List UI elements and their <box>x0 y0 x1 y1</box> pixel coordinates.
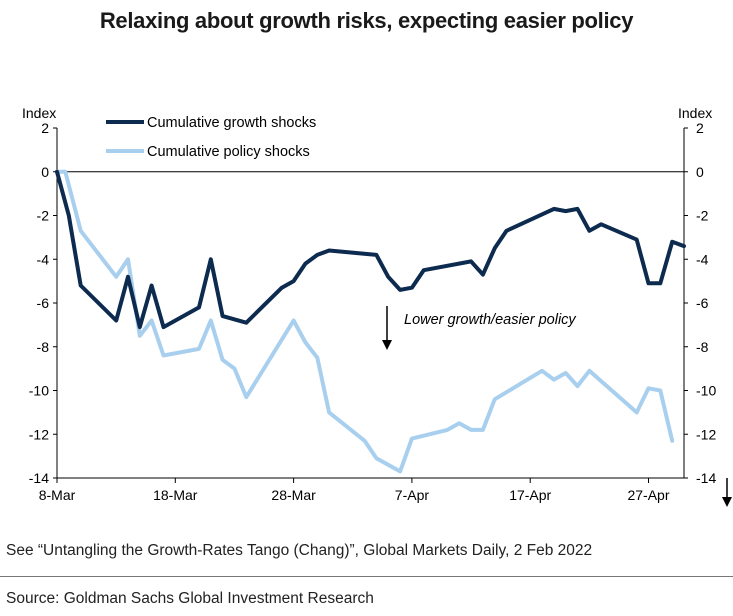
y-tick-label-left: -2 <box>37 208 50 224</box>
legend-label-policy: Cumulative policy shocks <box>147 144 310 160</box>
y-tick-label-right: 0 <box>696 164 704 180</box>
x-tick-label: 27-Apr <box>627 487 669 503</box>
chart-title: Relaxing about growth risks, expecting e… <box>99 8 634 33</box>
y-tick-label-left: 0 <box>41 164 49 180</box>
y-tick-label-right: -6 <box>696 295 709 311</box>
reference-note: See “Untangling the Growth-Rates Tango (… <box>6 542 593 559</box>
annotation-arrow-head <box>382 340 392 350</box>
x-tick-label: 17-Apr <box>509 487 551 503</box>
series-line-growth <box>55 169 686 330</box>
y-tick-label-left: -12 <box>29 426 49 442</box>
y-tick-label-left: -8 <box>37 339 50 355</box>
y-axis-title-left: Index <box>22 105 56 121</box>
annotation-text: Lower growth/easier policy <box>404 312 576 328</box>
series-line-policy <box>55 169 675 474</box>
y-tick-label-left: -6 <box>37 295 50 311</box>
y-tick-label-right: -4 <box>696 251 709 267</box>
line-chart: 2 2 0 0 -2 -2 -4 -4 -6 -6 -8 -8 -10 -10 -12 -12 -14 -14 In… <box>22 105 732 507</box>
y-tick-label-left: -14 <box>29 470 49 486</box>
y-axis-title-right: Index <box>678 105 712 121</box>
y-tick-label-left: 2 <box>41 120 49 136</box>
x-tick-label: 18-Mar <box>153 487 198 503</box>
x-tick-label: 7-Apr <box>395 487 430 503</box>
y-tick-label-left: -4 <box>37 251 50 267</box>
right-arrow-head <box>722 497 732 507</box>
y-tick-label-right: -2 <box>696 208 709 224</box>
x-tick-label: 28-Mar <box>271 487 316 503</box>
y-tick-label-right: -8 <box>696 339 709 355</box>
footer-divider <box>0 576 733 577</box>
x-tick-label: 8-Mar <box>39 487 76 503</box>
y-tick-label-right: -12 <box>696 426 716 442</box>
y-tick-label-right: -14 <box>696 470 716 486</box>
source-note: Source: Goldman Sachs Global Investment … <box>6 590 374 607</box>
legend-label-growth: Cumulative growth shocks <box>147 115 316 131</box>
y-tick-label-right: -10 <box>696 383 716 399</box>
y-tick-label-right: 2 <box>696 120 704 136</box>
y-tick-label-left: -10 <box>29 383 49 399</box>
